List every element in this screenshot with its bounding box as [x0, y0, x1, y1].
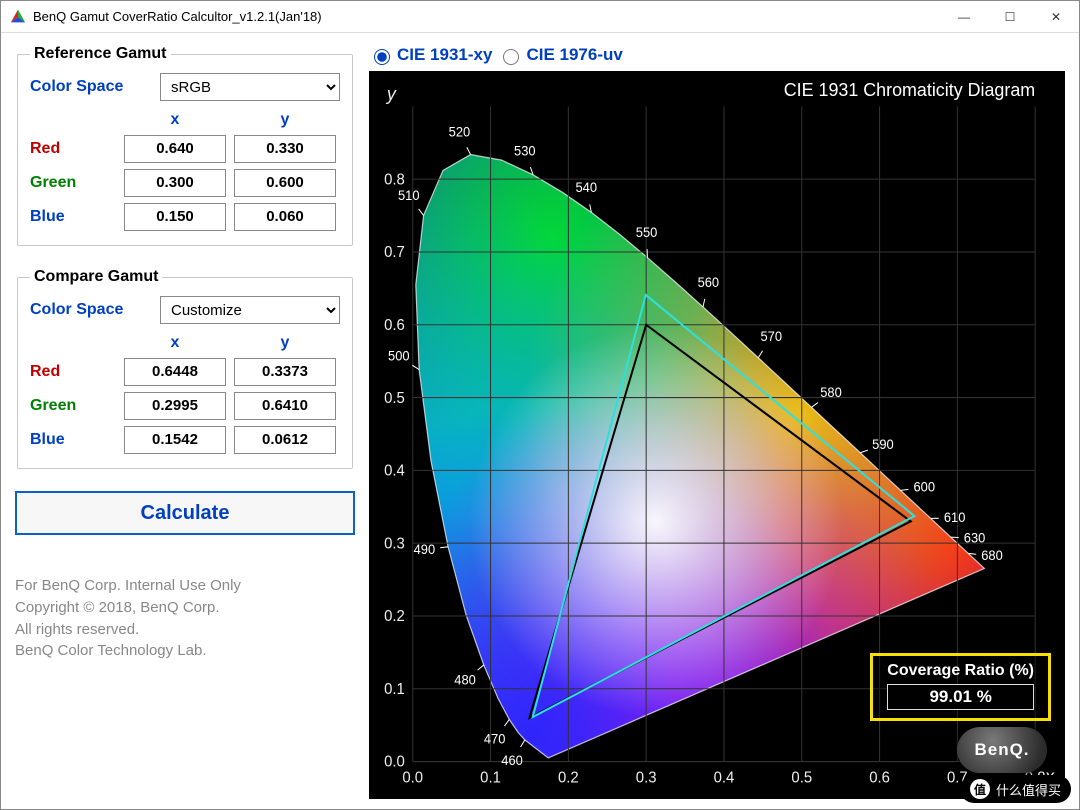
compare-blue-y[interactable]: 0.0612 [234, 426, 336, 454]
footer-line4: BenQ Color Technology Lab. [15, 640, 355, 662]
svg-text:0.6: 0.6 [384, 317, 405, 334]
compare-blue-x[interactable]: 0.1542 [124, 426, 226, 454]
svg-text:470: 470 [484, 731, 506, 746]
svg-text:0.3: 0.3 [384, 535, 405, 552]
svg-text:0.4: 0.4 [384, 462, 405, 479]
radio-cie1931[interactable]: CIE 1931-xy [369, 45, 492, 65]
svg-text:0.0: 0.0 [402, 769, 423, 786]
close-button[interactable]: ✕ [1033, 1, 1079, 33]
svg-text:550: 550 [636, 225, 658, 240]
svg-text:460: 460 [501, 753, 523, 768]
reference-colorspace-select[interactable]: sRGB [160, 73, 340, 101]
compare-colorspace-label: Color Space [30, 301, 160, 319]
window-titlebar: BenQ Gamut CoverRatio Calcultor_v1.2.1(J… [1, 1, 1079, 33]
svg-text:580: 580 [820, 385, 842, 400]
footer-line2: Copyright © 2018, BenQ Corp. [15, 597, 355, 619]
reference-header-y: y [230, 111, 340, 129]
svg-text:y: y [385, 83, 398, 104]
watermark-text: 什么值得买 [996, 780, 1061, 799]
svg-text:540: 540 [576, 180, 598, 195]
reference-green-x[interactable]: 0.300 [124, 169, 226, 197]
svg-text:0.1: 0.1 [384, 681, 405, 698]
svg-text:0.0: 0.0 [384, 753, 405, 770]
calculate-button[interactable]: Calculate [15, 491, 355, 535]
compare-gamut-title: Compare Gamut [30, 268, 162, 286]
svg-text:0.8: 0.8 [384, 171, 405, 188]
svg-text:0.5: 0.5 [384, 389, 405, 406]
reference-green-y[interactable]: 0.600 [234, 169, 336, 197]
svg-text:530: 530 [514, 143, 536, 158]
radio-cie1931-label: CIE 1931-xy [397, 45, 492, 65]
coverage-ratio-value: 99.01 % [887, 684, 1034, 710]
compare-colorspace-select[interactable]: Customize [160, 296, 340, 324]
diagram-mode-radios: CIE 1931-xy CIE 1976-uv [369, 45, 1065, 65]
reference-blue-label: Blue [30, 208, 120, 226]
svg-text:0.2: 0.2 [558, 769, 579, 786]
compare-red-y[interactable]: 0.3373 [234, 358, 336, 386]
compare-header-y: y [230, 334, 340, 352]
reference-green-label: Green [30, 174, 120, 192]
footer-text: For BenQ Corp. Internal Use Only Copyrig… [15, 575, 355, 662]
svg-text:570: 570 [761, 329, 783, 344]
svg-text:610: 610 [944, 510, 966, 525]
reference-gamut-group: Reference Gamut Color Space sRGB x y Red… [17, 45, 353, 246]
compare-green-label: Green [30, 397, 120, 415]
compare-red-x[interactable]: 0.6448 [124, 358, 226, 386]
svg-text:CIE 1931 Chromaticity Diagram: CIE 1931 Chromaticity Diagram [784, 79, 1035, 100]
reference-gamut-title: Reference Gamut [30, 45, 171, 63]
svg-text:0.6: 0.6 [869, 769, 890, 786]
compare-red-label: Red [30, 363, 120, 381]
compare-gamut-group: Compare Gamut Color Space Customize x y … [17, 268, 353, 469]
reference-red-x[interactable]: 0.640 [124, 135, 226, 163]
svg-text:560: 560 [698, 274, 720, 289]
svg-text:680: 680 [981, 548, 1003, 563]
window-title: BenQ Gamut CoverRatio Calcultor_v1.2.1(J… [33, 9, 322, 24]
svg-text:480: 480 [454, 672, 476, 687]
compare-header-x: x [120, 334, 230, 352]
app-icon [9, 8, 27, 26]
reference-colorspace-label: Color Space [30, 78, 160, 96]
chromaticity-chart: 0.0 0.1 0.2 0.3 0.4 0.5 0.6 0.7 0.8 0.0 0.1 0.2 0.3 0… [369, 71, 1065, 799]
compare-green-y[interactable]: 0.6410 [234, 392, 336, 420]
reference-blue-y[interactable]: 0.060 [234, 203, 336, 231]
svg-text:630: 630 [964, 530, 986, 545]
reference-blue-x[interactable]: 0.150 [124, 203, 226, 231]
svg-text:520: 520 [449, 124, 471, 139]
svg-text:0.3: 0.3 [636, 769, 657, 786]
svg-text:590: 590 [872, 437, 894, 452]
svg-text:490: 490 [414, 542, 436, 557]
compare-blue-label: Blue [30, 431, 120, 449]
svg-text:500: 500 [388, 348, 410, 363]
coverage-ratio-box: Coverage Ratio (%) 99.01 % [870, 653, 1051, 721]
compare-green-x[interactable]: 0.2995 [124, 392, 226, 420]
reference-red-y[interactable]: 0.330 [234, 135, 336, 163]
benq-logo: BenQ. [957, 727, 1047, 773]
maximize-button[interactable]: ☐ [987, 1, 1033, 33]
coverage-ratio-title: Coverage Ratio (%) [887, 662, 1034, 680]
minimize-button[interactable]: — [941, 1, 987, 33]
svg-text:0.5: 0.5 [791, 769, 812, 786]
radio-cie1976-label: CIE 1976-uv [526, 45, 622, 65]
svg-text:0.7: 0.7 [384, 244, 405, 261]
radio-cie1976[interactable]: CIE 1976-uv [498, 45, 622, 65]
footer-line3: All rights reserved. [15, 619, 355, 641]
reference-red-label: Red [30, 140, 120, 158]
svg-text:0.2: 0.2 [384, 608, 405, 625]
footer-line1: For BenQ Corp. Internal Use Only [15, 575, 355, 597]
svg-text:0.1: 0.1 [480, 769, 501, 786]
svg-text:510: 510 [398, 188, 420, 203]
watermark-badge: 值 什么值得买 [960, 775, 1071, 803]
svg-text:600: 600 [913, 479, 935, 494]
radio-cie1931-input[interactable] [374, 49, 390, 65]
reference-header-x: x [120, 111, 230, 129]
radio-cie1976-input[interactable] [503, 49, 519, 65]
svg-text:0.4: 0.4 [714, 769, 735, 786]
watermark-icon: 值 [970, 779, 990, 799]
